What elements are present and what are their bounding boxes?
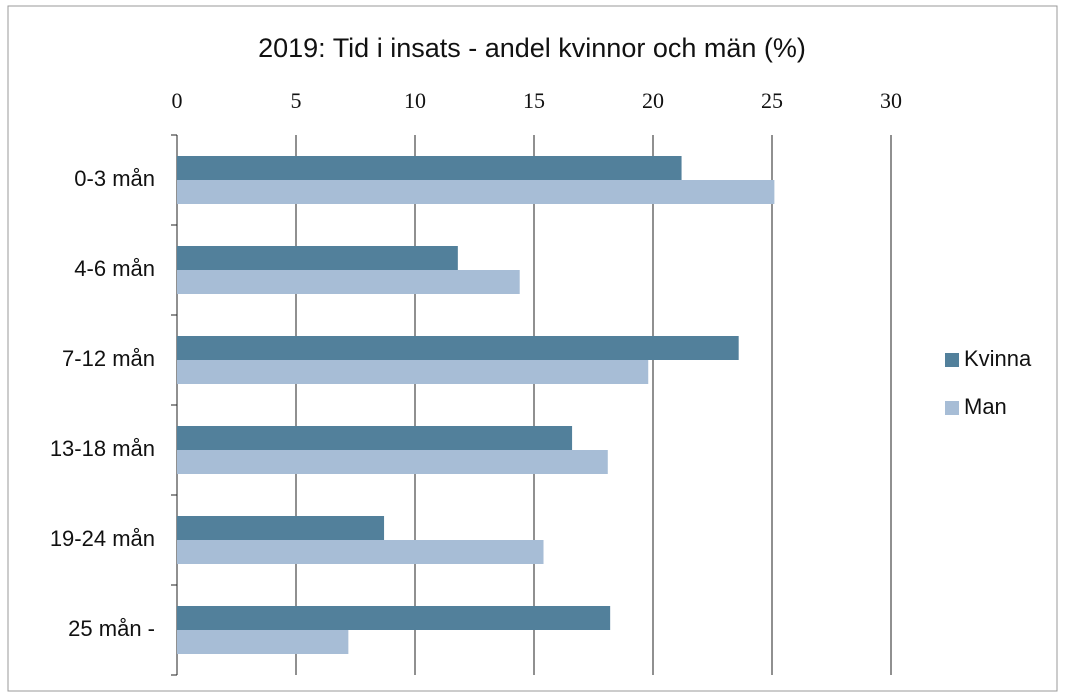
- y-tick-label: 13-18 mån: [50, 436, 155, 461]
- x-tick-label: 10: [404, 88, 426, 113]
- bar: [177, 606, 611, 630]
- legend-label: Man: [964, 394, 1007, 419]
- y-tick-label: 0-3 mån: [74, 166, 155, 191]
- legend-swatch: [945, 401, 959, 415]
- legend-swatch: [945, 353, 959, 367]
- bar: [177, 180, 775, 204]
- bar: [177, 630, 349, 654]
- x-tick-label: 5: [291, 88, 302, 113]
- bar: [177, 246, 458, 270]
- y-tick-label: 19-24 mån: [50, 526, 155, 551]
- x-tick-label: 0: [172, 88, 183, 113]
- x-tick-label: 20: [642, 88, 664, 113]
- bar: [177, 270, 520, 294]
- bar: [177, 426, 573, 450]
- bar: [177, 450, 608, 474]
- bar: [177, 336, 739, 360]
- bar: [177, 516, 385, 540]
- bar: [177, 156, 682, 180]
- y-tick-label: 25 mån -: [68, 616, 155, 641]
- y-tick-label: 4-6 mån: [74, 256, 155, 281]
- chart-title: 2019: Tid i insats - andel kvinnor och m…: [258, 33, 806, 63]
- legend-label: Kvinna: [964, 346, 1032, 371]
- x-tick-label: 15: [523, 88, 545, 113]
- x-tick-label: 30: [880, 88, 902, 113]
- bar: [177, 540, 544, 564]
- bar: [177, 360, 649, 384]
- x-tick-label: 25: [761, 88, 783, 113]
- y-tick-label: 7-12 mån: [62, 346, 155, 371]
